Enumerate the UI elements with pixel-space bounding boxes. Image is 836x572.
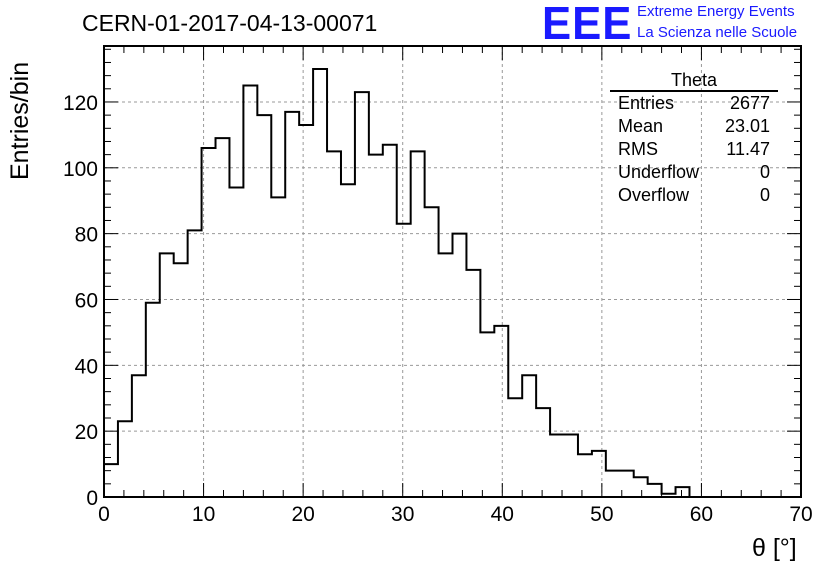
histogram-bin (285, 112, 299, 497)
histogram-bin (299, 125, 313, 497)
histogram-bin (634, 477, 648, 497)
histogram-bin (188, 230, 202, 497)
histogram-bin (146, 303, 160, 497)
histogram-bin (564, 434, 578, 497)
histogram-bin (522, 375, 536, 497)
histogram-bin (620, 471, 634, 497)
histogram-bin (202, 148, 216, 497)
histogram-bin (383, 145, 397, 497)
x-tick-label: 30 (391, 503, 414, 526)
histogram-bin (648, 484, 662, 497)
stats-label: Underflow (618, 162, 700, 182)
stats-row: Underflow 0 (610, 161, 778, 184)
y-tick-label: 100 (63, 158, 98, 181)
histogram-bin (369, 155, 383, 497)
stats-title: Theta (610, 70, 778, 92)
histogram-bin (104, 464, 118, 497)
histogram-bin (243, 86, 257, 497)
x-tick-label: 40 (491, 503, 514, 526)
x-tick-label: 0 (98, 503, 110, 526)
histogram-bin (132, 375, 146, 497)
histogram-bin (216, 138, 230, 497)
histogram-bin (411, 151, 425, 497)
histogram-bin (466, 270, 480, 497)
stats-value: 0 (759, 162, 770, 182)
eee-logo: EEE (542, 0, 633, 49)
stats-value: 2677 (729, 93, 770, 113)
y-tick-label: 40 (75, 355, 98, 378)
stats-row: Entries 2677 (610, 92, 778, 115)
histogram-bin (327, 151, 341, 497)
histogram-bin (425, 207, 439, 497)
x-axis-label: θ [°] (752, 534, 797, 562)
stats-label: Overflow (618, 185, 690, 205)
histogram-series-line (103, 68, 801, 498)
histogram-bin (341, 184, 355, 497)
histogram-bin (453, 234, 467, 497)
stats-box: Theta Entries 2677 Mean 23.01 RMS 11.47 … (610, 70, 778, 207)
plot-frame (103, 45, 802, 498)
stats-value: 0 (759, 185, 770, 205)
x-tick-label: 60 (690, 503, 713, 526)
histogram-bin (313, 69, 327, 497)
y-tick-label: 20 (75, 421, 98, 444)
y-tick-label: 120 (63, 92, 98, 115)
histogram-bin (606, 471, 620, 497)
tick-labels: 0 10 20 30 40 50 60 70 0 20 40 60 80 100 120 (63, 92, 813, 526)
histogram-bin (439, 253, 453, 497)
stats-row: RMS 11.47 (610, 138, 778, 161)
x-tick-label: 10 (192, 503, 215, 526)
axis-ticks (103, 46, 802, 498)
chart-title: CERN-01-2017-04-13-00071 (82, 10, 378, 36)
stats-row: Overflow 0 (610, 184, 778, 207)
stats-label: Entries (618, 93, 675, 113)
histogram-bin (550, 434, 564, 497)
histogram-bin (480, 332, 494, 497)
histogram-bin (578, 454, 592, 497)
histogram-bin (508, 398, 522, 497)
x-tick-label: 70 (789, 503, 812, 526)
x-tick-label: 50 (590, 503, 613, 526)
histogram-bin (160, 253, 174, 497)
histogram-bin (494, 326, 508, 497)
stats-label: RMS (618, 139, 658, 159)
logo-line-2: La Scienza nelle Scuole (637, 24, 798, 41)
histogram-bin (676, 487, 690, 497)
histogram-bin (118, 421, 132, 497)
stats-row: Mean 23.01 (610, 115, 778, 138)
histogram-bin (397, 224, 411, 497)
y-tick-label: 0 (86, 487, 98, 510)
histogram-bin (271, 197, 285, 497)
histogram-bin (257, 115, 271, 497)
y-axis-label: Entries/bin (6, 61, 34, 180)
histogram-bin (174, 263, 188, 497)
y-tick-label: 80 (75, 224, 98, 247)
x-tick-label: 20 (291, 503, 314, 526)
histogram-bin (229, 188, 243, 497)
y-tick-label: 60 (75, 289, 98, 312)
logo-line-1: Extreme Energy Events (637, 3, 795, 20)
stats-label: Mean (618, 116, 664, 136)
histogram-bin (592, 451, 606, 497)
histogram-bin (355, 92, 369, 497)
stats-value: 23.01 (724, 116, 770, 136)
stats-value: 11.47 (726, 139, 770, 159)
histogram-bin (536, 408, 550, 497)
